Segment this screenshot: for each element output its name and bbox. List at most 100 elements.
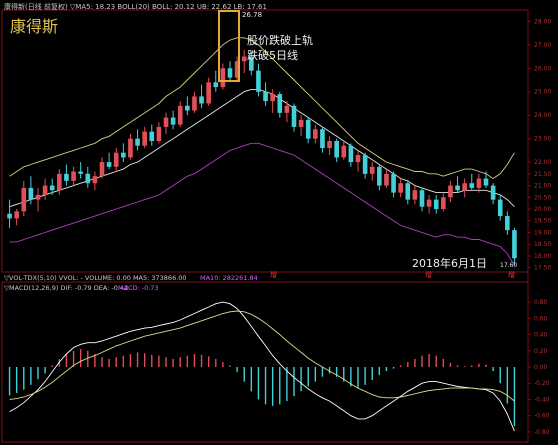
candle-up bbox=[163, 117, 169, 127]
candle-down bbox=[391, 173, 396, 193]
candle-up bbox=[313, 129, 318, 139]
candle-down bbox=[49, 185, 55, 191]
candle-up bbox=[426, 199, 432, 207]
candle-up bbox=[113, 152, 119, 167]
bollinger-lines bbox=[9, 37, 515, 266]
annotation-break-ma5: 跌破5日线 bbox=[247, 48, 298, 62]
price-axis-label: 23.00 bbox=[534, 136, 551, 143]
macd-axis-label: -0.60 bbox=[534, 413, 550, 420]
macd-value: MACD: -0.73 bbox=[118, 284, 159, 292]
price-axis-label: 18.50 bbox=[534, 241, 551, 248]
candle-up bbox=[234, 61, 240, 78]
candle-up bbox=[412, 190, 418, 200]
high-price-label: 26.78 bbox=[242, 11, 262, 19]
main-indicator-legend: 康得新(日线 前复权) ▽MA5: 18.23 BOLL(20) BOLL: 2… bbox=[4, 2, 267, 11]
price-axis-label: 24.00 bbox=[534, 112, 551, 119]
price-axis-label: 27.00 bbox=[534, 42, 551, 49]
candle-down bbox=[249, 56, 254, 71]
candle-down bbox=[185, 105, 190, 111]
marker-a: 增 bbox=[270, 270, 277, 279]
candle-down bbox=[277, 94, 283, 113]
candle-down bbox=[377, 166, 382, 186]
boll-upper-line bbox=[9, 37, 515, 180]
price-axis-label: 26.00 bbox=[534, 65, 551, 72]
candle-up bbox=[156, 126, 162, 141]
candle-up bbox=[369, 166, 375, 174]
price-axis-label: 19.50 bbox=[534, 218, 551, 225]
candle-down bbox=[433, 199, 439, 210]
macd-histogram bbox=[8, 349, 516, 427]
candle-down bbox=[256, 70, 261, 92]
watermark-title: 康得斯 bbox=[10, 17, 58, 36]
candle-down bbox=[199, 96, 204, 104]
dea-line bbox=[9, 310, 515, 402]
candle-down bbox=[490, 185, 496, 200]
candle-down bbox=[455, 185, 460, 191]
macd-axis-label: 0.80 bbox=[534, 299, 548, 306]
candle-down bbox=[121, 152, 126, 158]
candle-up bbox=[42, 185, 48, 195]
candle-up bbox=[448, 185, 453, 198]
candle-up bbox=[355, 155, 361, 163]
candle-down bbox=[291, 105, 297, 127]
candle-up bbox=[92, 176, 98, 184]
candle-up bbox=[284, 105, 290, 113]
price-axis-label: 25.00 bbox=[534, 89, 551, 96]
candle-up bbox=[270, 94, 275, 102]
volume-ma10: MA10: 282261.84 bbox=[200, 274, 258, 282]
marker-b: 增 bbox=[425, 270, 432, 279]
candle-up bbox=[462, 183, 467, 191]
candle-up bbox=[57, 173, 62, 191]
annotation-date: 2018年6月1日 bbox=[412, 256, 487, 270]
candle-up bbox=[14, 211, 19, 219]
candle-down bbox=[213, 82, 219, 88]
candle-up bbox=[128, 138, 133, 158]
candle-down bbox=[78, 171, 83, 174]
candle-down bbox=[85, 173, 91, 184]
candle-up bbox=[441, 197, 446, 210]
macd-axis-label: 0.00 bbox=[534, 364, 548, 371]
candle-down bbox=[227, 68, 233, 78]
dif-line bbox=[9, 301, 515, 432]
candle-down bbox=[305, 119, 311, 139]
candle-down bbox=[334, 141, 339, 158]
price-axis-label: 17.50 bbox=[534, 265, 551, 272]
price-axis-label: 21.00 bbox=[534, 183, 551, 190]
macd-lines bbox=[9, 301, 515, 432]
candle-up bbox=[220, 68, 226, 88]
candle-up bbox=[35, 194, 41, 200]
candle-down bbox=[497, 199, 503, 217]
candle-down bbox=[483, 178, 489, 186]
candle-up bbox=[476, 178, 482, 188]
candle-up bbox=[241, 56, 247, 62]
boll-lower-line bbox=[9, 142, 515, 266]
candle-down bbox=[320, 129, 325, 149]
price-axis-label: 19.00 bbox=[534, 229, 551, 236]
candle-down bbox=[106, 162, 112, 167]
candle-down bbox=[419, 190, 425, 207]
candlesticks bbox=[7, 49, 517, 266]
macd-axis-label: 0.60 bbox=[534, 315, 548, 322]
macd-axis-label: 0.40 bbox=[534, 332, 548, 339]
candle-up bbox=[206, 82, 211, 104]
candle-up bbox=[398, 183, 403, 193]
macd-axis-label: -0.20 bbox=[534, 380, 550, 387]
candle-up bbox=[192, 96, 197, 111]
candle-up bbox=[327, 141, 332, 149]
candle-down bbox=[149, 131, 155, 141]
candle-up bbox=[341, 145, 347, 158]
price-axis-label: 20.50 bbox=[534, 194, 551, 201]
candle-up bbox=[71, 171, 76, 181]
candle-down bbox=[64, 173, 69, 181]
candle-down bbox=[135, 138, 140, 146]
candle-down bbox=[263, 91, 268, 102]
price-axis-label: 20.00 bbox=[534, 206, 551, 213]
marker-c: 增 bbox=[508, 270, 515, 279]
candle-down bbox=[28, 187, 34, 200]
candle-down bbox=[170, 117, 176, 125]
price-axis-label: 28.00 bbox=[534, 18, 551, 25]
candle-up bbox=[142, 131, 147, 146]
annotation-break-upper: 股价跌破上轨 bbox=[247, 33, 313, 47]
